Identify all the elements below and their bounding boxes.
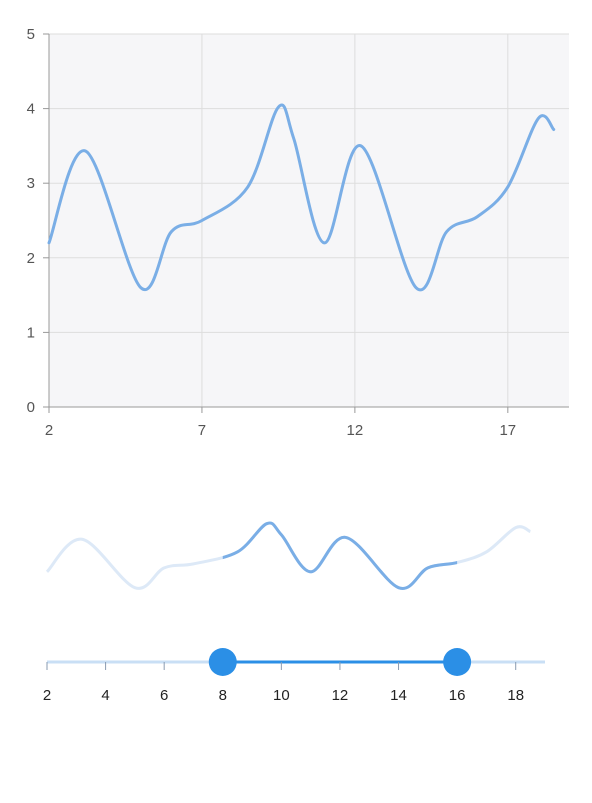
y-tick-label: 1 [27,324,35,341]
x-tick-label: 12 [347,422,364,439]
range-tick-labels: 2 4 6 8 10 12 14 16 18 [43,662,524,704]
plot-area-background [49,34,569,407]
range-tick-label: 10 [273,687,290,704]
y-tick-label: 5 [27,26,35,43]
range-series-group [45,521,532,590]
range-series-line-selected [222,521,458,590]
range-series-line-unselected [45,521,532,590]
y-tick-label: 3 [27,175,35,192]
x-tick-label: 17 [499,422,516,439]
y-tick-label: 4 [27,101,35,118]
range-start-thumb[interactable] [208,648,237,676]
series-group [47,103,556,292]
range-tick-label: 12 [332,687,349,704]
x-tick-label: 7 [198,422,206,439]
y-tick-label: 2 [27,250,35,267]
range-end-thumb[interactable] [443,648,472,676]
range-tick-label: 18 [507,687,524,704]
range-thumbs[interactable] [208,648,472,676]
range-tick-label: 6 [160,687,168,704]
x-tick-label: 2 [45,422,53,439]
range-tick-label: 8 [219,687,227,704]
y-tick-label: 0 [27,399,35,416]
axes [43,33,569,413]
range-tick-label: 14 [390,687,407,704]
range-tick-label: 2 [43,687,51,704]
series-line [47,103,556,292]
range-selector[interactable]: 2 4 6 8 10 12 14 16 18 [0,460,592,710]
range-tick-label: 4 [101,687,109,704]
range-tick-label: 16 [449,687,466,704]
